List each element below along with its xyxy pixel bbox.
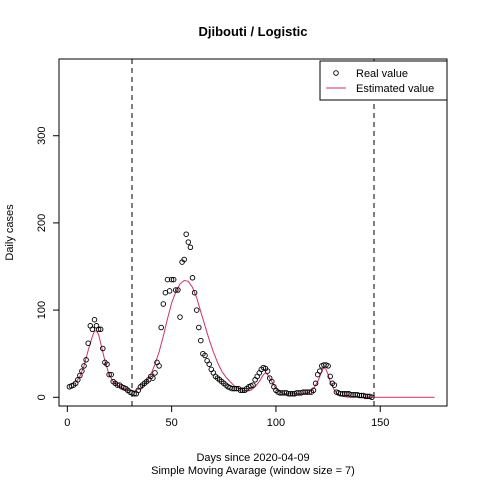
real-value-point [175,287,181,293]
real-value-point [181,256,187,263]
real-value-point [91,316,98,323]
real-value-point [189,275,196,281]
legend: Real value Estimated value [319,60,448,101]
y-tick-label: 300 [36,127,48,145]
legend-marker-real [333,70,339,76]
real-value-point [264,368,271,374]
real-value-point [325,363,331,369]
real-value-point [168,276,175,283]
real-value-point [317,368,323,374]
real-value-point [369,394,375,401]
x-tick-label: 0 [64,417,70,429]
real-value-point [202,352,208,359]
real-value-point [97,326,104,333]
y-axis-label: Daily cases [4,204,16,261]
real-value-point [156,363,162,369]
real-value-point [198,337,204,344]
real-value-point [183,231,189,237]
real-value-point [152,370,158,376]
real-value-point [170,276,177,283]
real-value-point [300,389,306,395]
real-value-point [150,375,156,381]
legend-box [319,60,448,101]
x-axis-label: Days since 2020-04-09 [196,452,309,464]
real-value-point [327,373,333,380]
real-value-point [196,324,202,331]
real-value-point [185,239,192,245]
real-value-point [302,389,308,395]
real-value-point [206,361,212,367]
real-value-point [312,380,319,387]
real-value-point [77,372,83,379]
x-tick-label: 50 [166,417,178,429]
real-value-point [89,326,96,333]
legend-label-real: Real value [356,68,408,80]
real-value-point [79,368,85,374]
y-tick-label: 100 [36,301,48,319]
real-value-point [269,378,275,385]
real-value-point [108,371,114,378]
real-value-point [106,371,112,378]
real-value-point [81,363,87,369]
real-value-point [164,276,171,283]
real-value-point [177,314,183,320]
y-tick-label: 0 [36,394,48,400]
real-value-point [95,326,102,333]
real-value-point [285,391,292,397]
real-value-point [187,244,194,251]
real-value-point [160,301,167,307]
real-value-point [85,340,91,346]
real-value-point [191,289,198,296]
real-value-point [250,382,256,388]
real-value-point [75,377,81,383]
real-value-point [104,361,110,367]
real-value-point [331,382,338,388]
real-value-point [173,287,179,293]
real-value-point [193,307,200,313]
x-tick-label: 150 [371,417,389,429]
estimated-value-line [75,279,435,398]
legend-label-estimated: Estimated value [356,83,434,95]
y-tick-label: 200 [36,214,48,232]
chart-title: Djibouti / Logistic [198,24,307,39]
real-value-point [100,345,106,352]
real-value-point [131,391,137,397]
x-tick-label: 100 [267,417,285,429]
real-value-point [158,324,164,331]
real-value-point [83,357,89,363]
real-value-point [310,387,317,394]
plot-frame [58,58,448,407]
chart-subtitle: Simple Moving Avarage (window size = 7) [151,465,355,477]
real-value-point [166,288,173,294]
